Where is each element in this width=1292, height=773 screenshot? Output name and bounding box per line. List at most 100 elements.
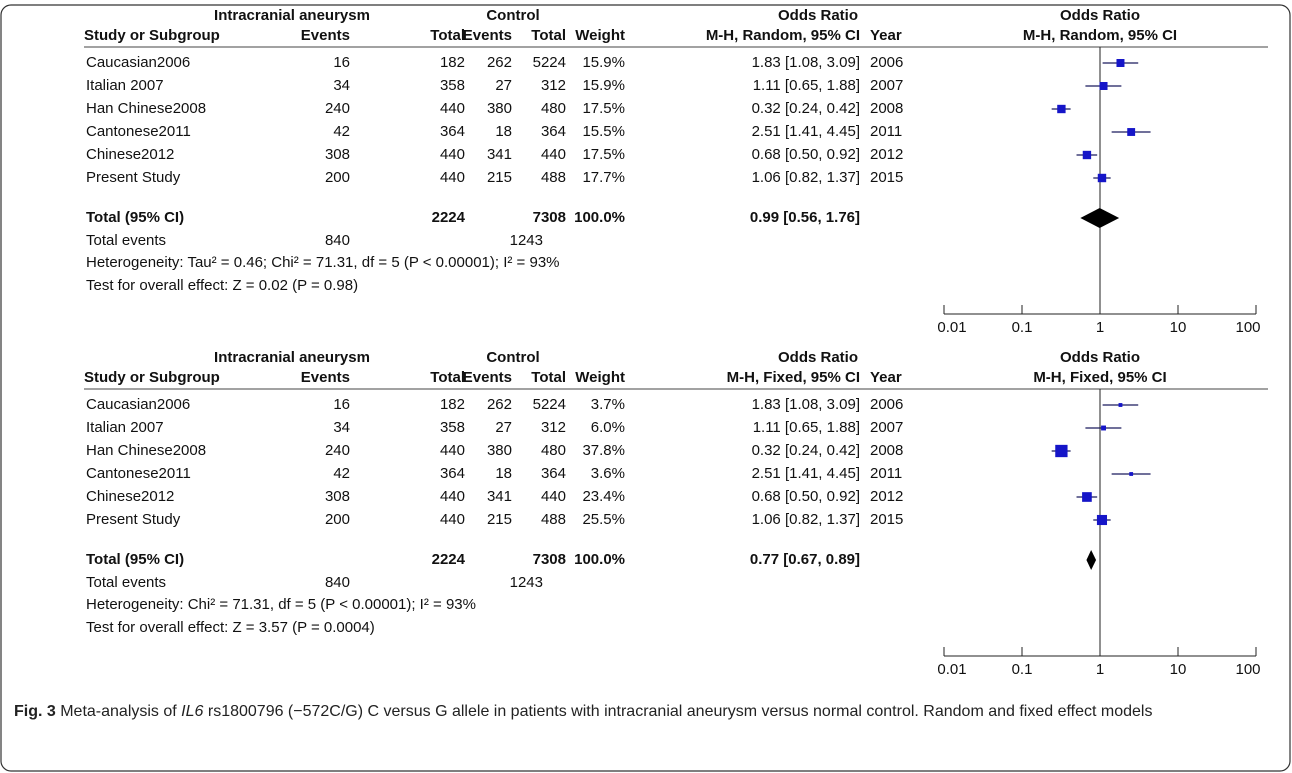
study-name: Chinese2012 <box>86 146 174 163</box>
total: 440 <box>541 488 566 505</box>
total: 5224 <box>533 396 566 413</box>
year: 2015 <box>870 511 903 528</box>
odds-ratio: 1.06 [0.82, 1.37] <box>752 511 860 528</box>
weight: 15.9% <box>582 54 625 71</box>
year: 2008 <box>870 100 903 117</box>
weight: 3.6% <box>591 465 625 482</box>
study-name: Chinese2012 <box>86 488 174 505</box>
events: 27 <box>495 419 512 436</box>
study-name: Cantonese2011 <box>86 123 191 140</box>
events: 341 <box>487 146 512 163</box>
total: 440 <box>440 100 465 117</box>
events: 34 <box>333 419 350 436</box>
events: 16 <box>333 396 350 413</box>
total: 358 <box>440 77 465 94</box>
caption-gene: IL6 <box>181 703 204 720</box>
x-tick-label: 1 <box>1096 661 1104 678</box>
column-header: Study or Subgroup <box>84 369 220 386</box>
study-name: Cantonese2011 <box>86 465 191 482</box>
events: 240 <box>325 100 350 117</box>
year: 2007 <box>870 77 903 94</box>
column-header: Events <box>463 27 512 44</box>
plot-method: M-H, Fixed, 95% CI <box>1033 369 1166 386</box>
study-name: Caucasian2006 <box>86 396 190 413</box>
events: 42 <box>333 465 350 482</box>
total: 440 <box>440 146 465 163</box>
study-name: Caucasian2006 <box>86 54 190 71</box>
x-tick-label: 1 <box>1096 319 1104 336</box>
year: 2006 <box>870 54 903 71</box>
weight: 17.5% <box>582 146 625 163</box>
study-name: Han Chinese2008 <box>86 100 206 117</box>
x-tick-label: 10 <box>1170 661 1187 678</box>
events: 200 <box>325 511 350 528</box>
odds-ratio: 1.83 [1.08, 3.09] <box>752 396 860 413</box>
column-header: Total <box>430 369 465 386</box>
events: 1243 <box>510 574 543 591</box>
heterogeneity: Heterogeneity: Chi² = 71.31, df = 5 (P <… <box>86 596 476 613</box>
pooled-diamond <box>1080 208 1120 228</box>
events: 215 <box>487 511 512 528</box>
column-header: Weight <box>575 369 625 386</box>
heterogeneity: Heterogeneity: Tau² = 0.46; Chi² = 71.31… <box>86 254 560 271</box>
study-name: Han Chinese2008 <box>86 442 206 459</box>
total-label: Total (95% CI) <box>86 551 184 568</box>
weight: 25.5% <box>582 511 625 528</box>
effect-box <box>1082 150 1092 160</box>
year: 2015 <box>870 169 903 186</box>
events: 840 <box>325 574 350 591</box>
odds-ratio: 0.68 [0.50, 0.92] <box>752 488 860 505</box>
odds-ratio: 2.51 [1.41, 4.45] <box>752 123 860 140</box>
column-header: M-H, Fixed, 95% CI <box>727 369 860 386</box>
column-header: Weight <box>575 27 625 44</box>
effect-box <box>1097 173 1107 183</box>
total: 440 <box>541 146 566 163</box>
column-header: Events <box>463 369 512 386</box>
effect-box <box>1096 514 1108 526</box>
year: 2012 <box>870 488 903 505</box>
total: 480 <box>541 100 566 117</box>
total: 358 <box>440 419 465 436</box>
column-header: Year <box>870 369 902 386</box>
events: 380 <box>487 100 512 117</box>
odds-ratio: 2.51 [1.41, 4.45] <box>752 465 860 482</box>
total: 364 <box>440 465 465 482</box>
pooled-diamond <box>1086 550 1097 570</box>
events: 200 <box>325 169 350 186</box>
overall-effect: Test for overall effect: Z = 3.57 (P = 0… <box>86 619 375 636</box>
total: 7308 <box>533 551 566 568</box>
events: 840 <box>325 232 350 249</box>
total-label: Total (95% CI) <box>86 209 184 226</box>
total: 7308 <box>533 209 566 226</box>
column-header: Total <box>531 27 566 44</box>
odds-ratio: 0.32 [0.24, 0.42] <box>752 442 860 459</box>
x-tick-label: 0.1 <box>1012 661 1033 678</box>
weight: 15.5% <box>582 123 625 140</box>
odds-ratio: 0.68 [0.50, 0.92] <box>752 146 860 163</box>
effect-box <box>1129 472 1134 476</box>
weight: 100.0% <box>574 209 625 226</box>
caption-label: Fig. 3 <box>14 703 56 720</box>
events: 34 <box>333 77 350 94</box>
effect-box <box>1118 403 1123 407</box>
events: 308 <box>325 488 350 505</box>
study-name: Present Study <box>86 169 181 186</box>
weight: 23.4% <box>582 488 625 505</box>
plot-header: Odds Ratio <box>1060 7 1140 24</box>
events: 27 <box>495 77 512 94</box>
total: 182 <box>440 54 465 71</box>
plot-method: M-H, Random, 95% CI <box>1023 27 1177 44</box>
weight: 17.7% <box>582 169 625 186</box>
year: 2008 <box>870 442 903 459</box>
x-tick-label: 100 <box>1235 661 1260 678</box>
total: 440 <box>440 169 465 186</box>
study-name: Italian 2007 <box>86 77 164 94</box>
caption: Fig. 3 Meta-analysis of IL6 rs1800796 (−… <box>14 700 1276 723</box>
column-header: M-H, Random, 95% CI <box>706 27 860 44</box>
effect-box <box>1116 59 1125 67</box>
total-events-label: Total events <box>86 574 166 591</box>
column-header: Total <box>531 369 566 386</box>
or-header: Odds Ratio <box>778 7 858 24</box>
effect-box <box>1127 128 1136 136</box>
